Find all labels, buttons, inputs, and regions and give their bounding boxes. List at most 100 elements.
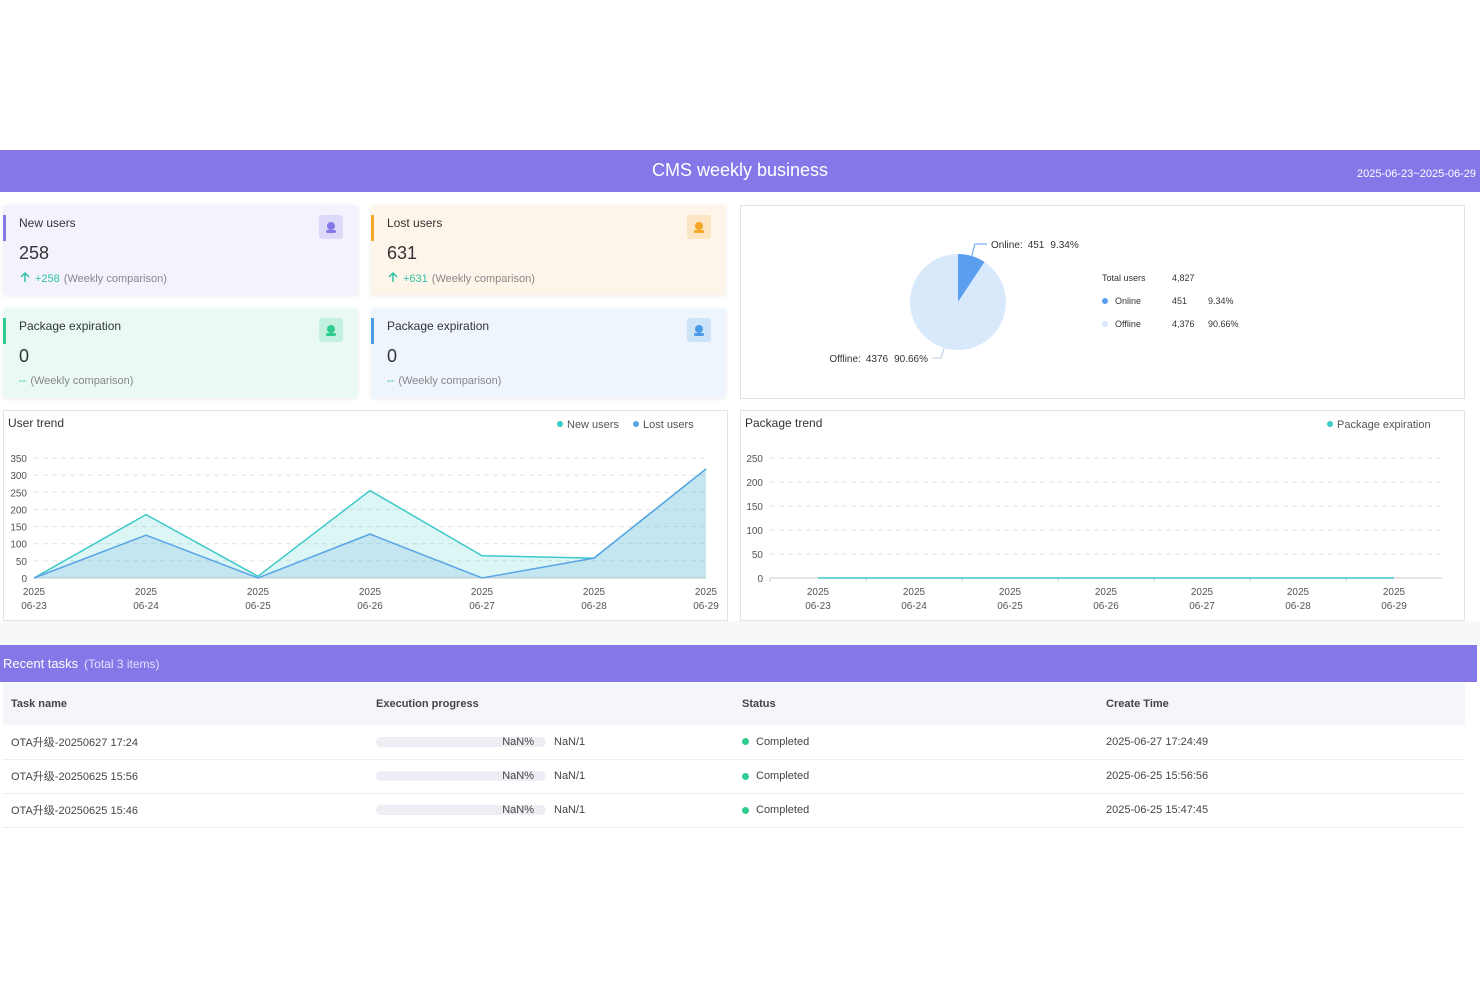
callout-line: [932, 347, 945, 359]
total-label: Total users: [1102, 273, 1146, 283]
status-text: Completed: [756, 804, 810, 816]
line-chart: User trend 0 50 100 150 200 250 300 350 2025 06-23…: [8, 416, 719, 612]
pie-slice: [958, 254, 985, 302]
task-progress: NaN% NaN/1: [368, 759, 734, 794]
task-name: OTA升级-20250627 17:24: [3, 725, 368, 760]
x-tick-label: 06-26: [357, 601, 383, 612]
callout-part: 451: [1028, 240, 1045, 251]
card-icon: [687, 318, 711, 342]
card-comparison-text: (Weekly comparison): [63, 273, 167, 285]
card-accent: [3, 215, 6, 241]
x-tick-label: 06-28: [581, 601, 607, 612]
y-tick-label: 150: [746, 502, 763, 513]
x-tick-label: 2025: [135, 587, 158, 598]
table-row: OTA升级-20250625 15:46 NaN% NaN/1 Completed 20…: [3, 793, 1465, 828]
tasks-table: Task name Execution progress Status Create …: [3, 683, 1465, 828]
card-comparison-text: (Weekly comparison): [431, 273, 535, 285]
create-time: 2025-06-25 15:47:45: [1098, 793, 1465, 828]
card-value: 258: [19, 243, 50, 263]
task-name: OTA升级-20250625 15:46: [3, 793, 368, 828]
chart-title: User trend: [8, 416, 64, 430]
legend-label: Package expiration: [1337, 419, 1431, 431]
icon-shape: [327, 325, 335, 333]
status-dot: [742, 738, 749, 746]
icon-shape: [694, 230, 704, 233]
header-bar: CMS weekly business 2025-06-23~2025-06-2…: [0, 150, 1480, 192]
progress-count: NaN/1: [554, 735, 586, 748]
stat-card: Lost users 631 +631 (Weekly comparison): [371, 205, 726, 295]
card-comparison-text: (Weekly comparison): [398, 375, 502, 387]
x-tick-label: 2025: [1095, 587, 1118, 598]
x-tick-label: 06-25: [997, 601, 1023, 612]
icon-glyph: [326, 222, 336, 233]
card-icon: [319, 318, 343, 342]
table-row: OTA升级-20250625 15:56 NaN% NaN/1 Completed 20…: [3, 759, 1465, 794]
callout-part: 9.34%: [1050, 240, 1078, 251]
x-tick-label: 06-29: [1381, 601, 1407, 612]
legend-percent: 9.34%: [1208, 296, 1234, 306]
progress-count: NaN/1: [554, 804, 586, 817]
x-tick-label: 2025: [23, 587, 46, 598]
y-tick-label: 200: [10, 505, 27, 516]
x-tick-label: 06-23: [21, 601, 47, 612]
stat-card: Package expiration 0 -- (Weekly comparison): [3, 308, 358, 398]
card-label: Package expiration: [19, 319, 122, 333]
icon-shape: [695, 325, 703, 333]
legend-dot: [1327, 421, 1333, 427]
icon-glyph: [326, 325, 336, 336]
legend-value: 4,376: [1172, 319, 1195, 329]
callout-part: 90.66%: [894, 354, 928, 365]
progress-bar: NaN%: [376, 804, 546, 817]
callout-line: [971, 243, 987, 257]
x-tick-label: 06-27: [1189, 601, 1215, 612]
x-tick-label: 2025: [1383, 587, 1406, 598]
progress-bar: NaN%: [376, 735, 546, 748]
task-status: Completed: [734, 793, 1098, 828]
task-status: Completed: [734, 725, 1098, 760]
progress-percent: NaN%: [502, 804, 534, 817]
tasks-subtitle: (Total 3 items): [84, 657, 160, 671]
column-header: Execution progress: [368, 683, 734, 725]
stat-card: Package expiration 0 -- (Weekly comparison): [371, 308, 726, 398]
stat-card: New users 258 +258 (Weekly comparison): [3, 205, 358, 295]
tasks-table-wrap: Task name Execution progress Status Create …: [3, 683, 1465, 828]
icon-glyph: [694, 325, 704, 336]
card-icon: [319, 215, 343, 239]
task-progress: NaN% NaN/1: [368, 725, 734, 760]
task-name: OTA升级-20250625 15:56: [3, 759, 368, 794]
icon-shape: [694, 333, 704, 336]
x-tick-label: 2025: [247, 587, 270, 598]
card-value: 0: [19, 346, 30, 366]
card-change: +258: [35, 273, 60, 285]
table-body: OTA升级-20250627 17:24 NaN% NaN/1 Completed 20…: [3, 725, 1465, 828]
icon-shape: [326, 230, 336, 233]
legend-dot: [1102, 298, 1108, 304]
progress-bar: NaN%: [376, 770, 546, 783]
up-arrow-shape: [20, 271, 30, 282]
progress-percent: NaN%: [502, 770, 534, 783]
column-header: Task name: [3, 683, 368, 725]
icon-shape: [695, 222, 703, 230]
x-tick-label: 2025: [1287, 587, 1310, 598]
x-tick-label: 2025: [583, 587, 606, 598]
legend-dot: [632, 421, 639, 427]
page-title: CMS weekly business: [651, 160, 829, 180]
date-range: 2025-06-23~2025-06-29: [1357, 168, 1476, 180]
x-tick-label: 06-25: [245, 601, 271, 612]
line-chart: Package trend 0 50 100 150 200 250 2025 06-23 202…: [745, 416, 1442, 612]
task-status: Completed: [734, 759, 1098, 794]
card-label: Lost users: [387, 216, 443, 230]
y-tick-label: 350: [10, 454, 27, 465]
x-tick-label: 06-24: [133, 601, 159, 612]
card-change: --: [387, 375, 395, 387]
tasks-bar: Recent tasks (Total 3 items): [0, 645, 1477, 682]
task-progress: NaN% NaN/1: [368, 793, 734, 828]
legend-percent: 90.66%: [1208, 319, 1239, 329]
card-comparison: +258 (Weekly comparison): [19, 271, 167, 285]
callout-part: 4376: [866, 354, 889, 365]
card-value: 631: [387, 243, 418, 263]
x-tick-label: 06-27: [469, 601, 495, 612]
chart-title: Package trend: [745, 416, 822, 430]
progress-percent: NaN%: [502, 735, 534, 748]
legend-label: Lost users: [643, 419, 694, 431]
